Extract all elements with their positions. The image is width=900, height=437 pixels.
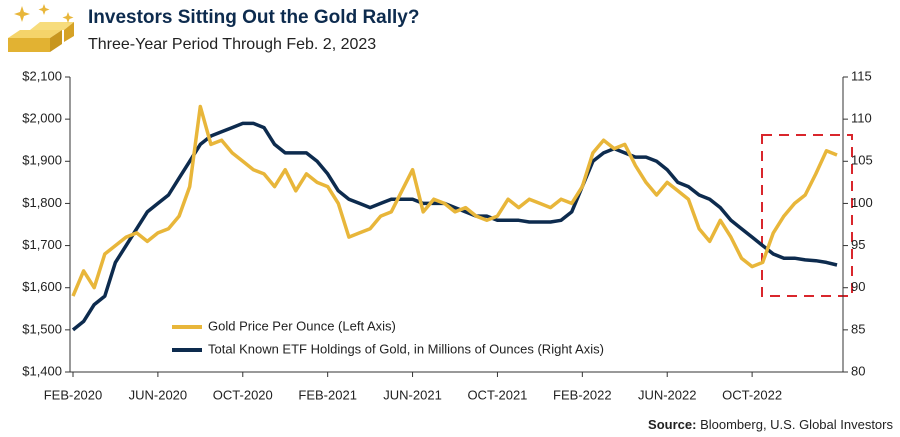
gold-icon: [8, 4, 74, 52]
series-line: [71, 104, 838, 297]
x-tick-label: OCT-2021: [467, 387, 527, 402]
legend-label: Total Known ETF Holdings of Gold, in Mil…: [208, 341, 604, 356]
source-text: Bloomberg, U.S. Global Investors: [700, 417, 893, 432]
y-tick-label: $1,500: [22, 321, 62, 336]
x-tick-label: FEB-2022: [553, 387, 612, 402]
y-tick-label: $1,400: [22, 363, 62, 378]
y-tick-label: $1,700: [22, 237, 62, 252]
y2-tick-label: 115: [851, 68, 872, 83]
x-tick-label: FEB-2020: [44, 387, 103, 402]
x-tick-label: JUN-2022: [638, 387, 697, 402]
chart-subtitle: Three-Year Period Through Feb. 2, 2023: [88, 36, 376, 53]
y-tick-label: $2,000: [22, 111, 62, 126]
y-tick-label: $2,100: [22, 68, 62, 83]
source: Source: Bloomberg, U.S. Global Investors: [648, 417, 893, 432]
legend-label: Gold Price Per Ounce (Left Axis): [208, 318, 396, 333]
chart-title: Investors Sitting Out the Gold Rally?: [88, 7, 419, 28]
x-tick-label: JUN-2021: [383, 387, 442, 402]
y2-tick-label: 95: [851, 237, 865, 252]
y-tick-label: $1,900: [22, 153, 62, 168]
source-label: Source:: [648, 417, 696, 432]
y2-tick-label: 80: [851, 363, 865, 378]
y-tick-label: $1,800: [22, 195, 62, 210]
x-tick-label: OCT-2022: [722, 387, 782, 402]
x-tick-label: OCT-2020: [213, 387, 273, 402]
y2-tick-label: 90: [851, 279, 865, 294]
y-tick-label: $1,600: [22, 279, 62, 294]
y2-tick-label: 110: [851, 111, 872, 126]
x-tick-label: FEB-2021: [298, 387, 357, 402]
y2-tick-label: 100: [851, 195, 873, 210]
highlight-box: [761, 134, 853, 297]
y2-tick-label: 85: [851, 321, 865, 336]
y2-tick-label: 105: [851, 153, 873, 168]
x-tick-label: JUN-2020: [129, 387, 188, 402]
series-line: [71, 121, 838, 332]
